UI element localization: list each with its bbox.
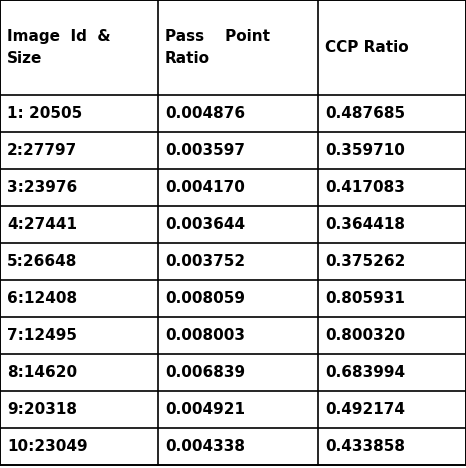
Text: 0.006839: 0.006839	[165, 365, 245, 380]
Text: 0.805931: 0.805931	[325, 291, 405, 306]
Text: CCP Ratio: CCP Ratio	[325, 40, 409, 55]
Text: 0.492174: 0.492174	[325, 402, 405, 417]
Text: 0.004921: 0.004921	[165, 402, 245, 417]
Text: 0.364418: 0.364418	[325, 217, 405, 232]
Text: 0.375262: 0.375262	[325, 254, 405, 269]
Text: 5:26648: 5:26648	[7, 254, 77, 269]
Text: 1: 20505: 1: 20505	[7, 106, 82, 121]
Text: 7:12495: 7:12495	[7, 328, 77, 343]
Text: 9:20318: 9:20318	[7, 402, 77, 417]
Text: 0.433858: 0.433858	[325, 439, 405, 454]
Text: 0.008059: 0.008059	[165, 291, 245, 306]
Text: 0.487685: 0.487685	[325, 106, 405, 121]
Text: 10:23049: 10:23049	[7, 439, 88, 454]
Text: Pass    Point
Ratio: Pass Point Ratio	[165, 29, 270, 66]
Text: Image  Id  &
Size: Image Id & Size	[7, 29, 110, 66]
Text: 0.003597: 0.003597	[165, 143, 245, 158]
Text: 0.359710: 0.359710	[325, 143, 405, 158]
Text: 4:27441: 4:27441	[7, 217, 77, 232]
Text: 0.008003: 0.008003	[165, 328, 245, 343]
Text: 0.004170: 0.004170	[165, 180, 245, 195]
Text: 8:14620: 8:14620	[7, 365, 77, 380]
Text: 0.800320: 0.800320	[325, 328, 405, 343]
Text: 0.003752: 0.003752	[165, 254, 245, 269]
Text: 0.004338: 0.004338	[165, 439, 245, 454]
Text: 3:23976: 3:23976	[7, 180, 77, 195]
Text: 0.683994: 0.683994	[325, 365, 405, 380]
Text: 0.003644: 0.003644	[165, 217, 245, 232]
Text: 0.004876: 0.004876	[165, 106, 245, 121]
Text: 6:12408: 6:12408	[7, 291, 77, 306]
Text: 0.417083: 0.417083	[325, 180, 405, 195]
Text: 2:27797: 2:27797	[7, 143, 77, 158]
